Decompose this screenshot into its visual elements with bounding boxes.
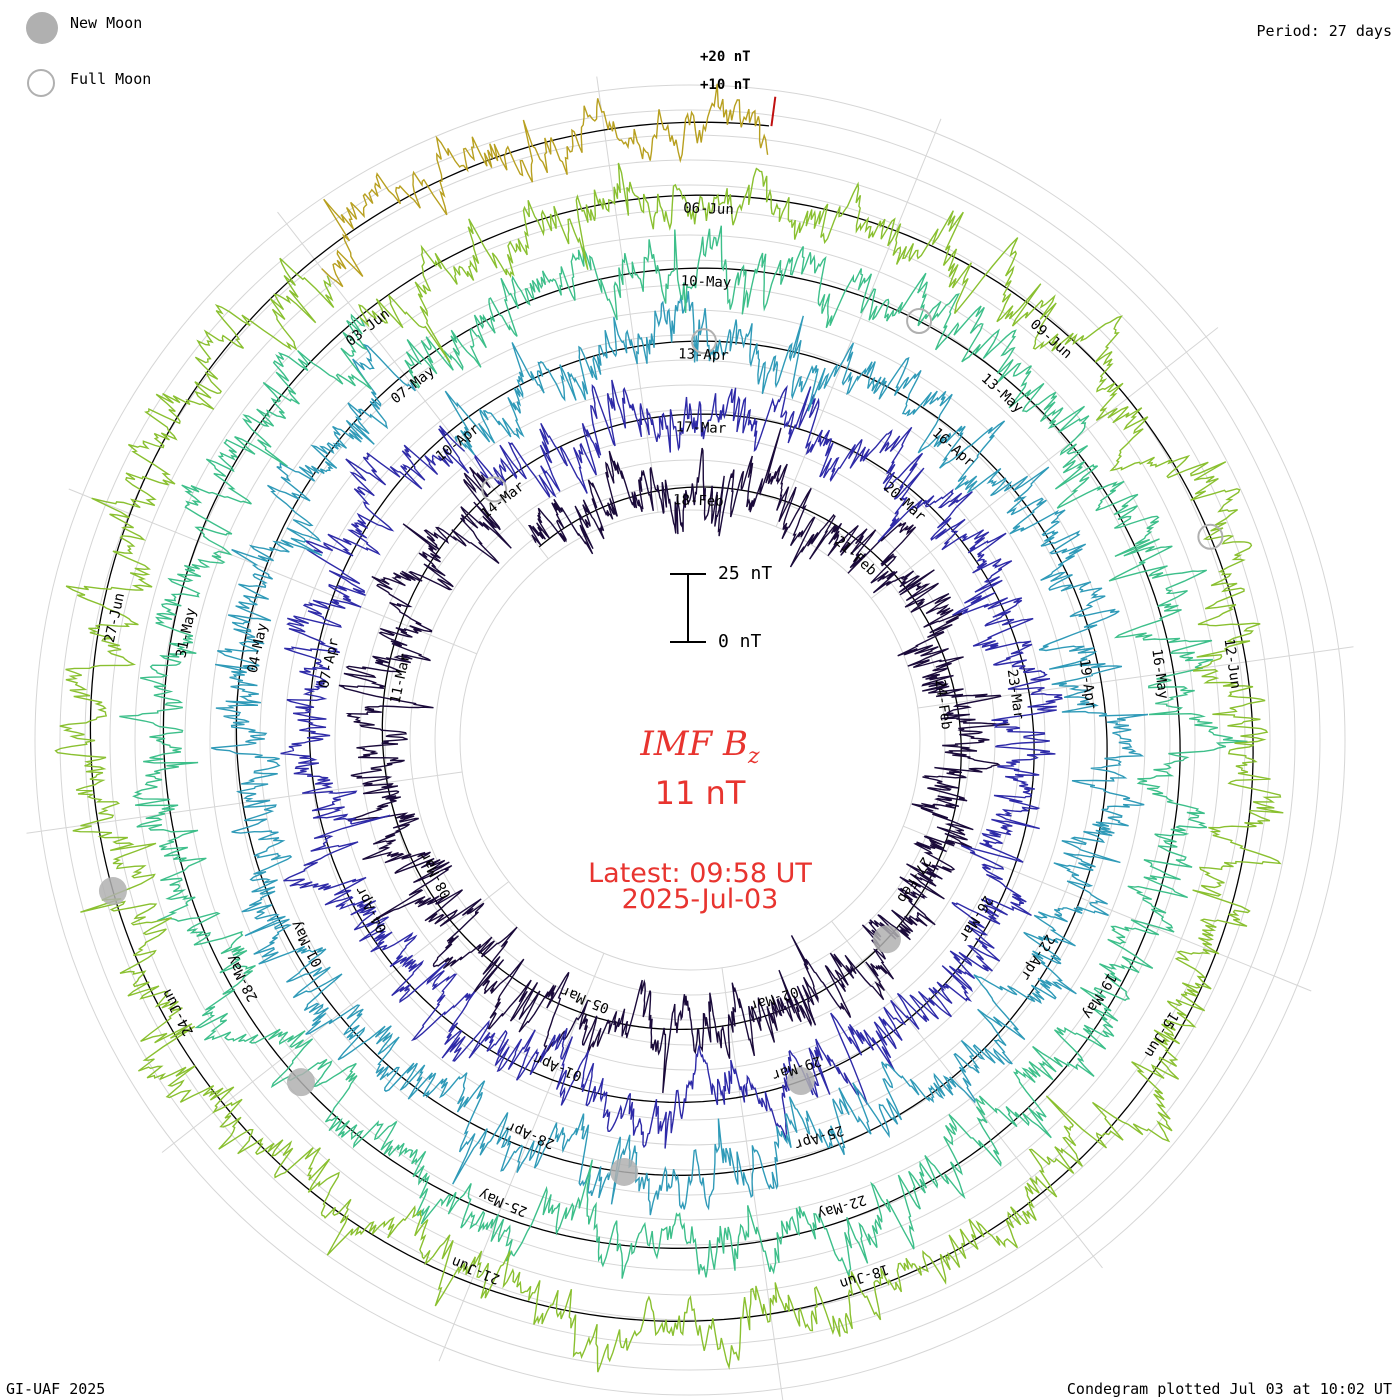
date-label: 07-Apr <box>316 637 342 690</box>
full-moon-label: Full Moon <box>70 70 152 88</box>
bz-trace-rotation-4 <box>119 225 1248 1279</box>
new-moon-marker <box>610 1157 639 1186</box>
date-label: 01-Apr <box>531 1050 584 1084</box>
outer-scale-labels: +20 nT +10 nT <box>700 49 751 93</box>
grid-spoke <box>870 327 1219 599</box>
grid-circle <box>384 434 996 1046</box>
new-moon-marker <box>786 1067 815 1096</box>
grid-circle <box>34 84 1346 1396</box>
full-moon-marker <box>906 308 933 335</box>
grid-circle <box>434 484 946 996</box>
new-moon-marker <box>872 925 901 954</box>
date-label: 10-May <box>680 273 731 291</box>
grid-circle <box>459 509 921 971</box>
current-value: 11 nT <box>654 774 746 812</box>
date-label: 12-Jun <box>1221 638 1244 690</box>
date-label: 09-Jun <box>1027 316 1075 362</box>
date-label: 05-Mar <box>559 982 612 1016</box>
date-label: 13-Apr <box>678 346 729 364</box>
scale-top-label: 25 nT <box>718 563 773 584</box>
bz-latest-mark <box>770 96 777 127</box>
grid-spoke <box>68 488 477 655</box>
outer-scale-label: +10 nT <box>700 77 751 93</box>
date-label: 24-Jun <box>159 986 197 1038</box>
grid-circle <box>209 259 1171 1221</box>
grid-circle <box>134 184 1246 1296</box>
grid-circle <box>109 159 1271 1321</box>
date-label: 17-Mar <box>675 419 726 437</box>
date-label: 16-May <box>1148 648 1171 700</box>
bz-trace-rotation-2 <box>280 379 1063 1149</box>
full-moon-marker <box>1197 523 1224 550</box>
date-label: 25-Apr <box>792 1122 845 1153</box>
date-label: 01-May <box>288 917 326 969</box>
new-moon-icon <box>26 12 58 44</box>
zero-reference-spiral <box>89 121 1254 1322</box>
grid-spoke <box>161 881 510 1153</box>
bz-trace-rotation-6 <box>321 83 769 288</box>
credit-label: GI-UAF 2025 <box>6 1380 106 1398</box>
date-label: 24-Feb <box>931 678 954 730</box>
grid-circle <box>84 134 1296 1346</box>
date-label: 06-Jun <box>683 200 734 218</box>
moon-markers <box>98 308 1224 1186</box>
grid-spoke <box>438 953 605 1362</box>
new-moon-marker <box>286 1068 315 1097</box>
full-moon-marker <box>481 476 508 503</box>
new-moon-marker <box>98 877 127 906</box>
zero-line <box>89 121 1254 1322</box>
bz-series <box>54 83 1284 1373</box>
grid-spoke <box>596 76 659 513</box>
grid-circle <box>284 334 1096 1146</box>
date-label: 19-Apr <box>1076 658 1099 710</box>
date-label: 28-Apr <box>504 1118 557 1152</box>
chart-title: IMF Bz <box>0 724 1400 769</box>
period-label: Period: 27 days <box>1256 22 1392 40</box>
date-label: 11-Mar <box>387 652 413 705</box>
date-label: 27-Jun <box>102 591 128 644</box>
grid-spoke <box>903 825 1312 992</box>
full-moon-icon <box>27 69 55 97</box>
title-main: IMF B <box>640 724 749 764</box>
date-label: 23-Mar <box>1004 668 1027 720</box>
date-label: 21-Feb <box>831 533 879 579</box>
grid-spoke <box>917 646 1354 709</box>
grid-circle <box>184 234 1196 1246</box>
plotted-timestamp: Condegram plotted Jul 03 at 10:02 UT <box>1066 1380 1392 1398</box>
latest-time: Latest: 09:58 UT <box>588 858 812 889</box>
date-label: 31-May <box>173 607 199 660</box>
outer-scale-label: +20 nT <box>700 49 751 65</box>
date-label: 28-May <box>224 952 262 1004</box>
bz-trace-rotation-1 <box>338 427 1010 1094</box>
grid-spoke <box>775 118 942 527</box>
grid-circle <box>234 284 1146 1196</box>
date-label: 07-May <box>388 364 438 408</box>
new-moon-label: New Moon <box>70 14 143 32</box>
date-label: 18-Feb <box>673 492 724 510</box>
title-subscript: z <box>748 743 760 769</box>
grid-circle <box>59 109 1321 1371</box>
date-label: 21-Jun <box>449 1253 502 1287</box>
grid-spoke <box>26 771 463 834</box>
scale-bar <box>670 573 706 643</box>
grid-circle <box>409 459 971 1021</box>
full-moon-marker <box>690 328 717 355</box>
scale-bottom-label: 0 nT <box>718 631 762 652</box>
bz-trace-rotation-3 <box>211 291 1149 1216</box>
date-label: 15-Jun <box>1141 1009 1181 1060</box>
bz-trace-rotation-5 <box>54 162 1284 1373</box>
latest-date: 2025-Jul-03 <box>621 884 779 915</box>
